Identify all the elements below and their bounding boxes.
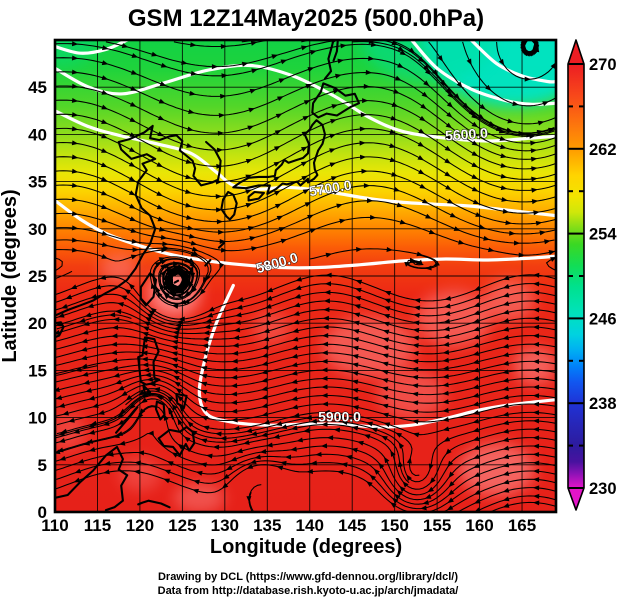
x-tick-label: 145: [338, 516, 366, 535]
y-tick-label: 35: [28, 173, 47, 192]
contour-label: 5600.0: [445, 125, 489, 144]
contour-label: 5700.0: [308, 177, 353, 200]
x-tick-label: 150: [380, 516, 408, 535]
y-tick-label: 15: [28, 361, 47, 380]
x-tick-label: 110: [41, 516, 68, 535]
y-tick-label: 0: [38, 503, 47, 522]
x-tick-label: 130: [211, 516, 239, 535]
y-tick-label: 40: [28, 125, 47, 144]
credit-line-1: Drawing by DCL (https://www.gfd-dennou.o…: [158, 571, 458, 583]
colorbar-tick-label: 238: [589, 395, 617, 413]
x-tick-label: 165: [508, 516, 536, 535]
y-tick-label: 5: [38, 456, 47, 475]
colorbar-tick-label: 262: [589, 141, 617, 159]
chart-title: GSM 12Z14May2025 (500.0hPa): [128, 5, 484, 32]
colorbar-tick-label: 230: [589, 480, 617, 498]
colorbar: 270 262 254 246 238 230: [567, 39, 617, 511]
y-axis-label: Latitude (degrees): [0, 189, 21, 362]
y-tick-label: 20: [28, 314, 47, 333]
colorbar-tick-label: 254: [589, 226, 617, 244]
x-tick-label: 125: [168, 516, 196, 535]
y-tick-label: 10: [28, 409, 47, 428]
y-tick-labels: 0 5 10 15 20 25 30 35 40 45: [28, 78, 47, 522]
colorbar-tick-label: 270: [589, 56, 617, 74]
y-tick-label: 25: [28, 267, 47, 286]
x-tick-labels: 110 115 120 125 130 135 140 145 150 155 160 165: [41, 516, 536, 535]
x-tick-label: 135: [253, 516, 281, 535]
colorbar-tick-label: 246: [589, 310, 617, 328]
streamlines: [55, 40, 556, 512]
x-tick-label: 115: [84, 516, 111, 535]
y-tick-label: 45: [28, 78, 47, 97]
plot-frame: [53, 38, 558, 514]
x-tick-label: 155: [423, 516, 451, 535]
credit-line-2: Data from http://database.rish.kyoto-u.a…: [158, 585, 459, 597]
y-tick-label: 30: [28, 220, 47, 239]
x-axis-label: Longitude (degrees): [210, 536, 402, 558]
x-tick-label: 140: [296, 516, 324, 535]
colorbar-outline: [567, 39, 585, 511]
contour-label: 5900.0: [318, 408, 361, 424]
x-tick-label: 160: [465, 516, 493, 535]
x-tick-label: 120: [126, 516, 154, 535]
